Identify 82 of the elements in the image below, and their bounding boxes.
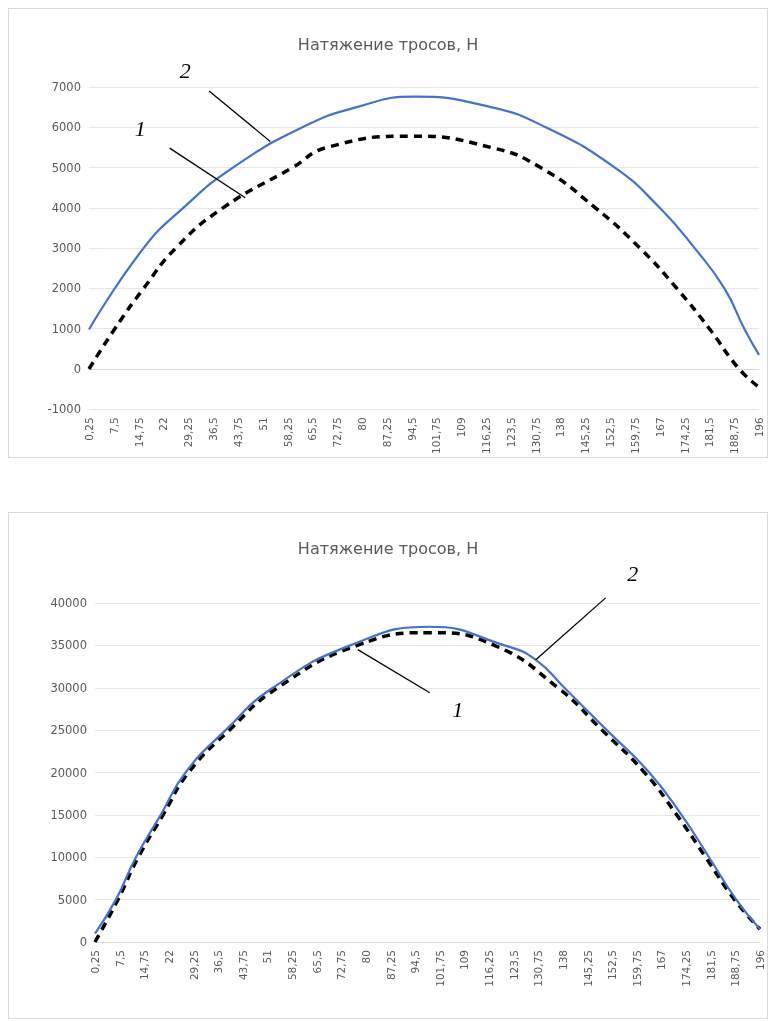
annotation: 2 <box>627 560 639 586</box>
x-tick-label: 36,5 <box>212 950 225 974</box>
x-tick-label: 80 <box>355 417 368 431</box>
y-tick-label: 5000 <box>57 892 87 907</box>
x-tick-label: 152,5 <box>604 417 617 448</box>
y-tick-label: 3000 <box>51 241 81 256</box>
x-tick-label: 174,25 <box>680 950 693 987</box>
x-tick-label: 116,25 <box>483 950 496 987</box>
y-tick-label: 40000 <box>50 596 87 610</box>
x-tick-label: 65,5 <box>310 950 323 974</box>
y-tick-label: 1000 <box>51 321 81 336</box>
x-tick-label: 196 <box>753 416 765 438</box>
x-tick-label: 138 <box>554 417 567 438</box>
x-tick-label: 43,75 <box>236 950 249 981</box>
x-tick-label: 188,75 <box>728 417 741 455</box>
x-tick-label: 72,75 <box>335 950 348 981</box>
y-tick-label: 0 <box>73 361 81 376</box>
y-tick-label: 10000 <box>50 850 87 865</box>
x-tick-label: 167 <box>655 950 668 971</box>
x-tick-label: 138 <box>556 950 569 971</box>
x-tick-label: 116,25 <box>480 417 493 455</box>
x-tick-label: 29,25 <box>182 417 195 448</box>
y-tick-label: 4000 <box>51 200 81 215</box>
x-tick-label: 72,75 <box>331 417 344 448</box>
y-tick-label: 20000 <box>50 765 87 780</box>
y-tick-label: 2000 <box>51 281 81 296</box>
x-tick-label: 7,5 <box>113 950 126 967</box>
x-tick-label: 22 <box>162 950 175 964</box>
chart-title: Натяжение тросов, Н <box>297 34 479 54</box>
x-tick-label: 145,25 <box>581 950 594 987</box>
x-tick-label: 80 <box>359 950 372 964</box>
annotation: 1 <box>134 115 146 141</box>
y-tick-label: 5000 <box>51 160 81 175</box>
x-tick-label: 94,5 <box>409 950 422 974</box>
x-tick-label: 167 <box>653 417 666 438</box>
line-series <box>87 134 761 389</box>
x-tick-label: 181,5 <box>704 950 717 981</box>
x-tick-label: 51 <box>261 950 274 964</box>
x-tick-label: 87,25 <box>384 950 397 981</box>
x-tick-label: 123,5 <box>504 417 517 448</box>
x-tick-label: 174,25 <box>678 417 691 455</box>
x-tick-label: 87,25 <box>380 417 393 448</box>
x-tick-label: 152,5 <box>606 950 619 981</box>
y-tick-label: 0 <box>79 935 87 949</box>
x-tick-label: 109 <box>458 950 471 971</box>
x-tick-label: 159,75 <box>628 417 641 455</box>
x-tick-label: 101,75 <box>430 417 443 455</box>
x-tick-label: 94,5 <box>405 417 418 441</box>
x-tick-label: 109 <box>455 417 468 438</box>
x-tick-label: 14,75 <box>138 950 151 981</box>
line-series <box>87 95 761 356</box>
x-tick-label: 181,5 <box>703 417 716 448</box>
y-tick-label: 35000 <box>50 638 87 653</box>
x-tick-label: 196 <box>754 949 766 971</box>
x-tick-label: 51 <box>256 417 269 431</box>
y-tick-label: 25000 <box>50 723 87 738</box>
y-tick-label: 15000 <box>50 807 87 822</box>
x-tick-label: 7,5 <box>107 417 120 434</box>
x-tick-label: 65,5 <box>306 417 319 441</box>
x-tick-label: 130,75 <box>532 950 545 987</box>
y-tick-label: -1000 <box>47 402 81 417</box>
x-tick-label: 14,75 <box>132 417 145 448</box>
x-tick-label: 0,25 <box>89 950 101 974</box>
x-tick-label: 145,25 <box>579 417 592 455</box>
y-tick-label: 6000 <box>51 120 81 135</box>
y-tick-label: 30000 <box>50 680 87 695</box>
x-tick-label: 29,25 <box>187 950 200 981</box>
x-tick-label: 43,75 <box>231 417 244 448</box>
annotation: 1 <box>452 696 464 722</box>
x-tick-label: 0,25 <box>83 417 95 441</box>
x-tick-label: 58,25 <box>281 417 294 448</box>
annotation: 2 <box>179 58 191 84</box>
x-tick-label: 159,75 <box>630 950 643 987</box>
x-tick-label: 123,5 <box>507 950 520 981</box>
x-tick-label: 188,75 <box>729 950 742 987</box>
y-tick-label: 7000 <box>51 80 81 94</box>
x-tick-label: 36,5 <box>207 417 220 441</box>
x-tick-label: 58,25 <box>286 950 299 981</box>
x-tick-label: 22 <box>157 417 170 431</box>
x-tick-label: 130,75 <box>529 417 542 455</box>
x-tick-label: 101,75 <box>433 950 446 987</box>
chart-title: Натяжение тросов, Н <box>297 538 479 558</box>
